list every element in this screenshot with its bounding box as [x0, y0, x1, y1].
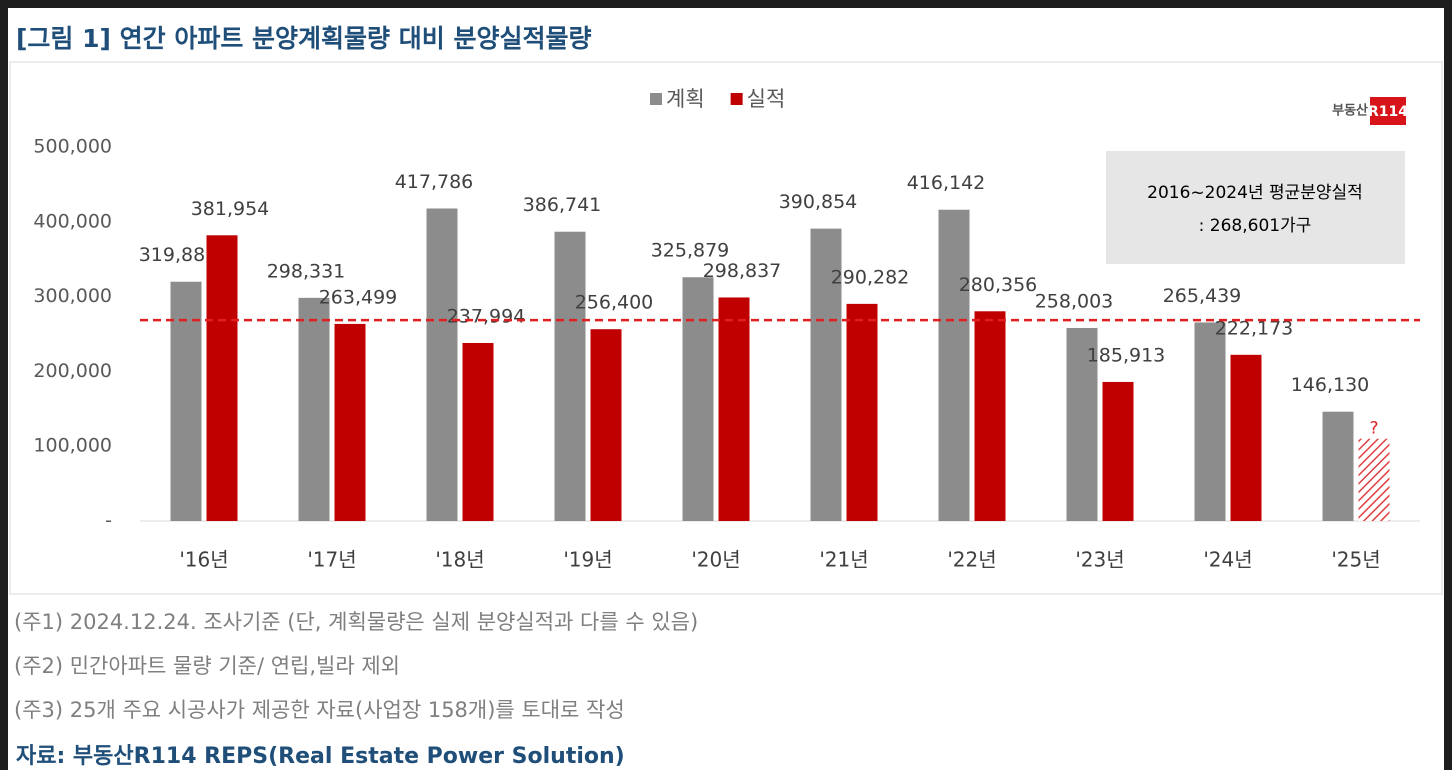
bar	[1194, 322, 1226, 521]
x-tick-label: '19년	[563, 548, 612, 572]
logo-box	[1370, 97, 1406, 125]
x-tick-label: '22년	[947, 548, 996, 572]
x-tick-label: '18년	[435, 548, 484, 572]
legend-swatch	[650, 93, 662, 105]
average-box	[1106, 151, 1405, 264]
value-label: 386,741	[523, 194, 602, 216]
legend-label: 계획	[666, 87, 705, 111]
bar	[682, 277, 714, 521]
legend-label: 실적	[747, 87, 786, 111]
pending-bar	[1358, 438, 1390, 521]
note: (주1) 2024.12.24. 조사기준 (단, 계획물량은 실제 분양실적과…	[14, 610, 698, 634]
value-label: 185,913	[1087, 344, 1166, 366]
value-label: 298,331	[267, 260, 346, 282]
x-tick-label: '16년	[179, 548, 228, 572]
chart-title: [그림 1] 연간 아파트 분양계획물량 대비 분양실적물량	[16, 24, 591, 53]
value-label: 416,142	[907, 172, 986, 194]
bar	[1322, 411, 1354, 521]
bar	[170, 281, 202, 521]
legend-swatch	[730, 93, 743, 105]
x-tick-label: '25년	[1331, 548, 1380, 572]
y-tick-label: 500,000	[33, 136, 112, 158]
x-tick-label: '23년	[1075, 548, 1124, 572]
note: (주3) 25개 주요 시공사가 제공한 자료(사업장 158개)를 토대로 작…	[14, 698, 625, 722]
x-tick-label: '21년	[819, 548, 868, 572]
average-title: 2016~2024년 평균분양실적	[1147, 183, 1363, 203]
bar	[462, 342, 494, 521]
value-label: 417,786	[395, 171, 474, 193]
value-label: 258,003	[1035, 291, 1114, 313]
value-label: 280,356	[959, 274, 1038, 296]
y-tick-label: 400,000	[33, 210, 112, 232]
y-tick-label: 100,000	[33, 435, 112, 457]
pending-label: ?	[1369, 419, 1378, 439]
value-label: 256,400	[575, 292, 654, 314]
bar	[810, 228, 842, 521]
bar	[334, 323, 366, 521]
bar	[1066, 328, 1098, 521]
bar	[206, 235, 238, 521]
bar	[938, 209, 970, 522]
value-label: 237,994	[447, 305, 526, 327]
value-label: 265,439	[1163, 285, 1242, 307]
logo-mark: R114	[1368, 104, 1408, 120]
bar	[590, 329, 622, 521]
x-tick-label: '24년	[1203, 548, 1252, 572]
bar	[554, 231, 586, 522]
bar	[846, 303, 878, 521]
x-tick-label: '17년	[307, 548, 356, 572]
bar	[974, 311, 1006, 521]
y-tick-label: 200,000	[33, 360, 112, 382]
value-label: 222,173	[1215, 317, 1294, 339]
average-label: : 268,601가구	[1199, 216, 1312, 236]
value-label: 298,837	[703, 260, 782, 282]
value-label: 290,282	[831, 266, 910, 288]
value-label: 325,879	[651, 240, 730, 262]
value-label: 390,854	[779, 191, 858, 213]
bar	[1102, 381, 1134, 521]
logo-text: 부동산	[1332, 103, 1368, 119]
source: 자료: 부동산R114 REPS(Real Estate Power Solut…	[16, 744, 625, 769]
note: (주2) 민간아파트 물량 기준/ 연립,빌라 제외	[14, 654, 400, 678]
value-label: 319,885	[139, 244, 218, 266]
y-tick-label: 300,000	[33, 285, 112, 307]
value-label: 381,954	[191, 198, 270, 220]
bar	[718, 297, 750, 521]
y-tick-label: -	[105, 510, 112, 532]
value-label: 146,130	[1291, 374, 1370, 396]
bar	[426, 208, 458, 521]
value-label: 263,499	[319, 286, 398, 308]
x-tick-label: '20년	[691, 548, 740, 572]
bar	[1230, 354, 1262, 521]
bar	[298, 297, 330, 521]
